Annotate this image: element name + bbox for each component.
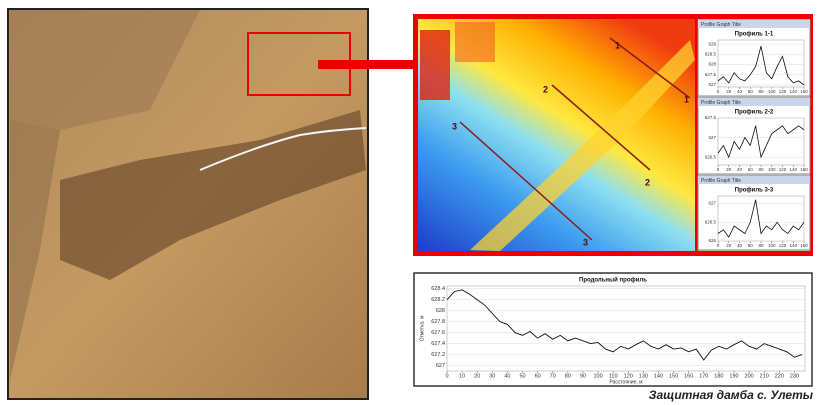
page: Защитная дамба с. Улеты 1 1 2 2 3 3 Profile Gr… bbox=[0, 0, 828, 405]
x-tick-label: 40 bbox=[737, 89, 743, 94]
x-tick-label: 80 bbox=[758, 89, 764, 94]
figure: Защитная дамба с. Улеты 1 1 2 2 3 3 Profile Gr… bbox=[0, 0, 828, 405]
window-title: Profile Graph Title bbox=[701, 178, 741, 184]
x-tick-label: 30 bbox=[489, 373, 495, 379]
x-tick-label: 10 bbox=[459, 373, 465, 379]
y-tick-label: 627 bbox=[708, 201, 716, 206]
x-tick-label: 100 bbox=[768, 167, 776, 172]
y-tick-label: 626.5 bbox=[705, 154, 717, 159]
x-tick-label: 100 bbox=[768, 89, 776, 94]
x-tick-label: 170 bbox=[699, 373, 708, 379]
x-tick-label: 140 bbox=[789, 167, 797, 172]
x-tick-label: 100 bbox=[593, 373, 602, 379]
y-axis-label: Отметка, м bbox=[419, 315, 425, 341]
y-tick-label: 626.5 bbox=[705, 219, 717, 224]
y-tick-label: 628.2 bbox=[431, 297, 445, 303]
x-tick-label: 120 bbox=[779, 89, 787, 94]
section-label: 2 bbox=[645, 177, 650, 187]
y-tick-label: 629 bbox=[708, 41, 716, 46]
y-tick-label: 627 bbox=[708, 135, 716, 140]
chart-title: Профиль 3-3 bbox=[735, 187, 774, 194]
section-label: 3 bbox=[452, 121, 457, 131]
caption: Защитная дамба с. Улеты bbox=[649, 388, 814, 402]
x-tick-label: 160 bbox=[684, 373, 693, 379]
window-title: Profile Graph Title bbox=[701, 22, 741, 28]
section-label: 3 bbox=[583, 237, 588, 247]
x-tick-label: 140 bbox=[789, 243, 797, 248]
x-tick-label: 100 bbox=[768, 243, 776, 248]
plot-area bbox=[718, 196, 804, 241]
x-tick-label: 160 bbox=[800, 89, 808, 94]
x-tick-label: 160 bbox=[800, 167, 808, 172]
x-tick-label: 20 bbox=[474, 373, 480, 379]
x-tick-label: 50 bbox=[519, 373, 525, 379]
x-tick-label: 60 bbox=[535, 373, 541, 379]
y-tick-label: 627.6 bbox=[431, 330, 445, 336]
y-tick-label: 626 bbox=[708, 238, 716, 243]
y-tick-label: 627 bbox=[708, 82, 716, 87]
x-tick-label: 180 bbox=[714, 373, 723, 379]
x-tick-label: 140 bbox=[789, 89, 797, 94]
y-tick-label: 628.5 bbox=[705, 51, 717, 56]
x-tick-label: 40 bbox=[737, 243, 743, 248]
x-tick-label: 120 bbox=[779, 167, 787, 172]
x-tick-label: 150 bbox=[669, 373, 678, 379]
x-tick-label: 20 bbox=[726, 243, 732, 248]
y-tick-label: 627.4 bbox=[431, 341, 445, 347]
section-label: 2 bbox=[543, 84, 548, 94]
x-tick-label: 80 bbox=[758, 243, 764, 248]
x-tick-label: 60 bbox=[748, 167, 754, 172]
x-tick-label: 120 bbox=[779, 243, 787, 248]
x-axis-label: Расстояние, м bbox=[609, 379, 643, 385]
y-tick-label: 627.2 bbox=[431, 352, 445, 358]
x-tick-label: 80 bbox=[565, 373, 571, 379]
y-tick-label: 627.8 bbox=[431, 319, 445, 325]
x-tick-label: 40 bbox=[737, 167, 743, 172]
y-tick-label: 627 bbox=[436, 363, 445, 369]
section-label: 1 bbox=[615, 40, 620, 50]
x-tick-label: 230 bbox=[790, 373, 799, 379]
x-tick-label: 160 bbox=[800, 243, 808, 248]
satellite-photo bbox=[8, 9, 368, 399]
chart-title: Продольный профиль bbox=[579, 277, 647, 284]
x-tick-label: 70 bbox=[550, 373, 556, 379]
x-tick-label: 90 bbox=[580, 373, 586, 379]
y-tick-label: 628 bbox=[436, 308, 445, 314]
y-tick-label: 627.5 bbox=[705, 115, 717, 120]
plot-area bbox=[447, 286, 805, 371]
section-label: 1 bbox=[684, 94, 689, 104]
x-tick-label: 190 bbox=[729, 373, 738, 379]
chart-title: Профиль 1-1 bbox=[735, 31, 774, 38]
chart-title: Профиль 2-2 bbox=[735, 109, 774, 116]
x-tick-label: 40 bbox=[504, 373, 510, 379]
x-tick-label: 60 bbox=[748, 89, 754, 94]
x-tick-label: 200 bbox=[745, 373, 754, 379]
x-tick-label: 210 bbox=[760, 373, 769, 379]
x-tick-label: 60 bbox=[748, 243, 754, 248]
x-tick-label: 80 bbox=[758, 167, 764, 172]
y-tick-label: 627.5 bbox=[705, 72, 717, 77]
x-tick-label: 20 bbox=[726, 89, 732, 94]
x-tick-label: 220 bbox=[775, 373, 784, 379]
window-title: Profile Graph Title bbox=[701, 100, 741, 106]
x-tick-label: 20 bbox=[726, 167, 732, 172]
y-tick-label: 628 bbox=[708, 62, 716, 67]
x-tick-label: 0 bbox=[445, 373, 448, 379]
x-tick-label: 140 bbox=[654, 373, 663, 379]
y-tick-label: 628.4 bbox=[431, 286, 445, 292]
